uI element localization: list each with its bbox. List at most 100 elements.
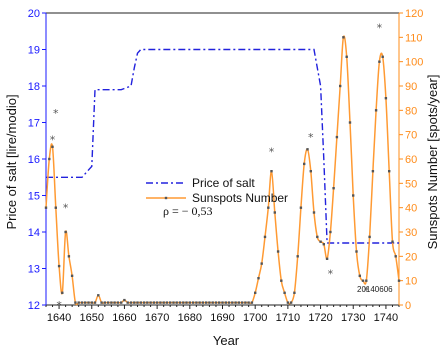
star-marker: * — [53, 107, 59, 120]
price-of-salt-line — [46, 48, 399, 244]
star-marker: * — [308, 131, 314, 144]
sunspot-point — [129, 301, 133, 304]
sunspot-point — [221, 301, 224, 304]
sunspot-point — [237, 301, 240, 304]
y-right-tick-label: 40 — [405, 203, 417, 215]
sunspot-point — [106, 301, 110, 304]
sunspot-point — [293, 291, 296, 294]
sunspot-point — [142, 301, 146, 304]
sunspot-point — [361, 279, 365, 282]
sunspot-point — [388, 170, 391, 173]
y-left-tick-label: 15 — [28, 191, 40, 203]
sunspot-point — [273, 211, 276, 214]
legend-price-label: Price of salt — [192, 176, 255, 190]
sunspot-point — [84, 301, 87, 304]
y-axis-left-title: Price of salt [lire/modio] — [4, 94, 19, 229]
star-marker: * — [328, 267, 334, 280]
sunspot-point — [152, 301, 156, 304]
labels-layer: Price of salt [lire/modio] Sunspots Numb… — [4, 75, 440, 348]
x-tick-label: 1730 — [341, 312, 365, 324]
sunspot-point — [110, 301, 113, 304]
sunspot-point — [74, 301, 77, 304]
sunspot-point — [231, 301, 234, 304]
sunspot-point — [159, 301, 162, 304]
sunspot-point — [103, 301, 106, 304]
sunspot-point — [77, 301, 80, 304]
sunspot-point — [283, 291, 286, 294]
y-right-tick-label: 30 — [405, 227, 417, 239]
sunspot-point — [214, 301, 218, 304]
sunspot-point — [384, 97, 388, 100]
sunspot-point — [374, 109, 378, 112]
sunspot-point — [48, 157, 51, 161]
sunspot-point — [378, 60, 381, 63]
sunspot-point — [312, 211, 316, 214]
sunspot-point — [270, 170, 273, 173]
x-tick-label: 1700 — [243, 312, 267, 324]
y-right-tick-label: 80 — [405, 105, 417, 117]
sunspot-point — [133, 301, 136, 304]
sunspot-point — [254, 291, 257, 294]
sunspot-point — [188, 301, 191, 304]
sunspot-point — [322, 243, 325, 246]
sunspot-point — [267, 206, 270, 209]
sunspot-point — [146, 301, 149, 304]
sunspot-point — [67, 255, 71, 258]
sunspot-point — [116, 301, 120, 304]
sunspot-point — [368, 235, 371, 239]
sunspot-point — [263, 235, 267, 239]
legend-sunspots-marker — [164, 196, 168, 200]
sunspot-point — [57, 264, 61, 268]
sunspot-point — [365, 279, 368, 282]
sunspot-point — [303, 162, 306, 166]
sunspot-point — [309, 170, 312, 173]
sunspot-point — [355, 250, 358, 253]
sunspot-point — [44, 206, 48, 209]
sunspot-point — [165, 301, 169, 304]
y-right-tick-label: 70 — [405, 130, 417, 142]
sunspot-point — [93, 301, 97, 304]
sunspot-point — [218, 301, 221, 304]
y-right-tick-label: 120 — [405, 8, 423, 20]
sunspot-point — [120, 301, 123, 304]
sunspot-point — [185, 301, 188, 304]
sunspot-point — [198, 301, 201, 304]
y-right-tick-label: 90 — [405, 81, 417, 93]
axes-layer: 1640 1650 1660 1670 1680 1690 1700 1710 1720 1730… — [28, 8, 424, 324]
sunspot-point — [348, 121, 352, 124]
sunspot-point — [240, 301, 244, 304]
sunspot-point — [391, 240, 394, 243]
sunspot-point — [332, 187, 335, 190]
y-left-tick-label: 19 — [28, 45, 40, 57]
y-right-tick-label: 100 — [405, 57, 423, 69]
sunspot-point — [162, 301, 165, 304]
correlation-annotation: ρ = − 0,53 — [163, 204, 213, 218]
y-left-tick-label: 17 — [28, 118, 40, 130]
sunspot-point — [201, 301, 205, 304]
x-tick-label: 1690 — [210, 312, 234, 324]
series-layer: * * * * * * * * * — [44, 22, 401, 312]
sunspot-point — [234, 301, 237, 304]
sunspot-point — [169, 301, 172, 304]
sunspot-point — [61, 291, 64, 294]
sunspot-point — [208, 301, 211, 304]
sunspot-point — [211, 301, 214, 304]
sunspot-point — [175, 301, 178, 304]
sunspot-point — [329, 230, 332, 234]
sunspot-point — [342, 36, 345, 39]
y-left-tick-label: 13 — [28, 264, 40, 276]
sunspot-point — [345, 55, 348, 58]
y-right-tick-label: 10 — [405, 276, 417, 288]
y-left-tick-label: 16 — [28, 154, 40, 166]
legend-sunspots-label: Sunspots Number — [192, 191, 288, 205]
sunspot-point — [250, 301, 254, 304]
x-tick-label: 1680 — [178, 312, 202, 324]
sunspot-point — [227, 301, 231, 304]
sunspot-point — [182, 301, 185, 304]
star-marker: * — [56, 299, 62, 312]
x-tick-label: 1710 — [276, 312, 300, 324]
sunspot-point — [257, 277, 260, 280]
y-right-tick-label: 50 — [405, 178, 417, 190]
sunspot-point — [87, 301, 90, 304]
sunspot-point — [260, 262, 263, 265]
